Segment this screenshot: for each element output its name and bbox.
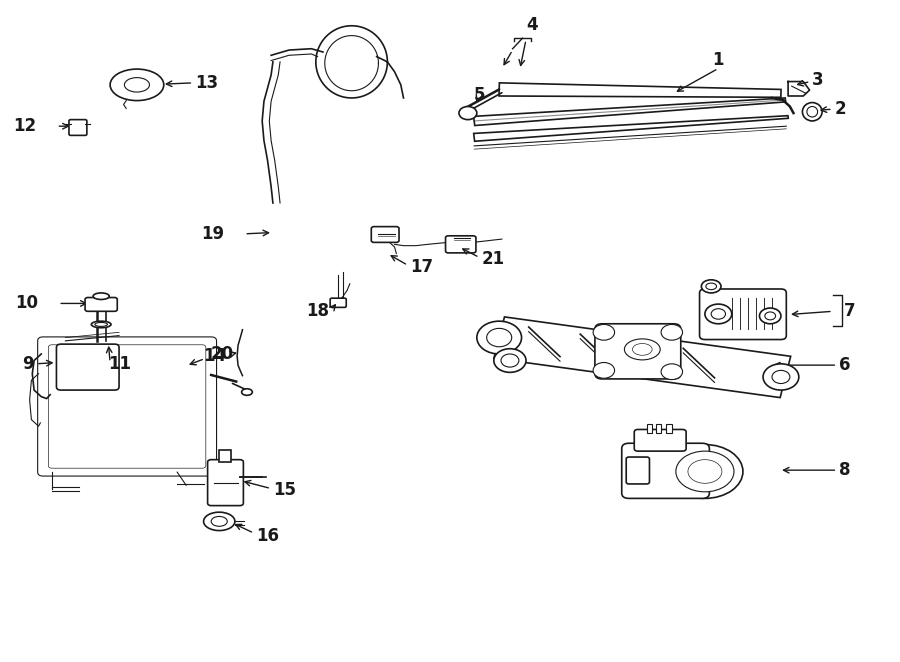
- Text: 7: 7: [843, 303, 855, 320]
- Ellipse shape: [93, 293, 109, 299]
- Text: 16: 16: [256, 527, 279, 545]
- Circle shape: [662, 364, 682, 379]
- Text: 15: 15: [273, 481, 296, 499]
- Text: 2: 2: [834, 100, 846, 118]
- Circle shape: [765, 312, 776, 320]
- Text: 4: 4: [526, 17, 538, 34]
- Polygon shape: [788, 81, 810, 96]
- Ellipse shape: [701, 280, 721, 293]
- FancyBboxPatch shape: [622, 444, 709, 498]
- Text: 6: 6: [839, 356, 850, 374]
- Text: 14: 14: [203, 347, 226, 365]
- Ellipse shape: [203, 512, 235, 530]
- Circle shape: [760, 308, 781, 324]
- Ellipse shape: [633, 344, 652, 355]
- Ellipse shape: [667, 445, 742, 498]
- Text: 5: 5: [474, 85, 486, 104]
- Ellipse shape: [803, 103, 822, 121]
- FancyBboxPatch shape: [330, 298, 346, 307]
- FancyBboxPatch shape: [372, 226, 399, 242]
- Ellipse shape: [212, 516, 228, 526]
- FancyBboxPatch shape: [38, 337, 217, 476]
- Ellipse shape: [676, 451, 734, 492]
- Text: 17: 17: [410, 258, 433, 275]
- Circle shape: [763, 364, 799, 390]
- Text: 13: 13: [195, 74, 218, 92]
- Ellipse shape: [688, 459, 722, 483]
- FancyBboxPatch shape: [699, 289, 787, 340]
- FancyBboxPatch shape: [208, 459, 243, 506]
- Text: 19: 19: [202, 225, 225, 243]
- Circle shape: [459, 107, 477, 120]
- Polygon shape: [473, 98, 786, 126]
- Circle shape: [477, 321, 522, 354]
- FancyBboxPatch shape: [86, 297, 117, 311]
- Text: 8: 8: [839, 461, 850, 479]
- FancyBboxPatch shape: [595, 324, 680, 379]
- FancyBboxPatch shape: [69, 120, 87, 136]
- Text: 21: 21: [482, 250, 504, 268]
- Polygon shape: [499, 83, 781, 97]
- Circle shape: [662, 324, 682, 340]
- Ellipse shape: [110, 69, 164, 101]
- Ellipse shape: [807, 107, 817, 117]
- Circle shape: [705, 304, 732, 324]
- Polygon shape: [494, 317, 791, 398]
- FancyBboxPatch shape: [626, 457, 650, 484]
- Text: 11: 11: [108, 355, 131, 373]
- Text: 3: 3: [812, 71, 824, 89]
- Ellipse shape: [625, 339, 661, 360]
- Circle shape: [501, 354, 519, 367]
- Text: 1: 1: [713, 51, 725, 69]
- Bar: [647, 424, 652, 434]
- Ellipse shape: [94, 322, 107, 326]
- Circle shape: [772, 370, 790, 383]
- FancyBboxPatch shape: [634, 430, 686, 451]
- Circle shape: [593, 324, 615, 340]
- Circle shape: [593, 363, 615, 378]
- Text: 10: 10: [15, 295, 39, 312]
- Polygon shape: [473, 116, 788, 141]
- Text: 20: 20: [211, 345, 233, 363]
- Text: 12: 12: [14, 117, 37, 135]
- Bar: [667, 424, 671, 434]
- Polygon shape: [504, 330, 781, 385]
- Text: 9: 9: [22, 355, 34, 373]
- Circle shape: [487, 328, 512, 347]
- Ellipse shape: [124, 77, 149, 92]
- Bar: [656, 424, 662, 434]
- Bar: [220, 450, 231, 462]
- Circle shape: [494, 349, 526, 372]
- FancyBboxPatch shape: [49, 345, 206, 468]
- Ellipse shape: [91, 321, 111, 328]
- Text: 18: 18: [306, 303, 329, 320]
- Ellipse shape: [706, 283, 716, 290]
- FancyBboxPatch shape: [57, 344, 119, 390]
- Ellipse shape: [241, 389, 252, 395]
- FancyBboxPatch shape: [446, 236, 476, 253]
- Circle shape: [711, 308, 725, 319]
